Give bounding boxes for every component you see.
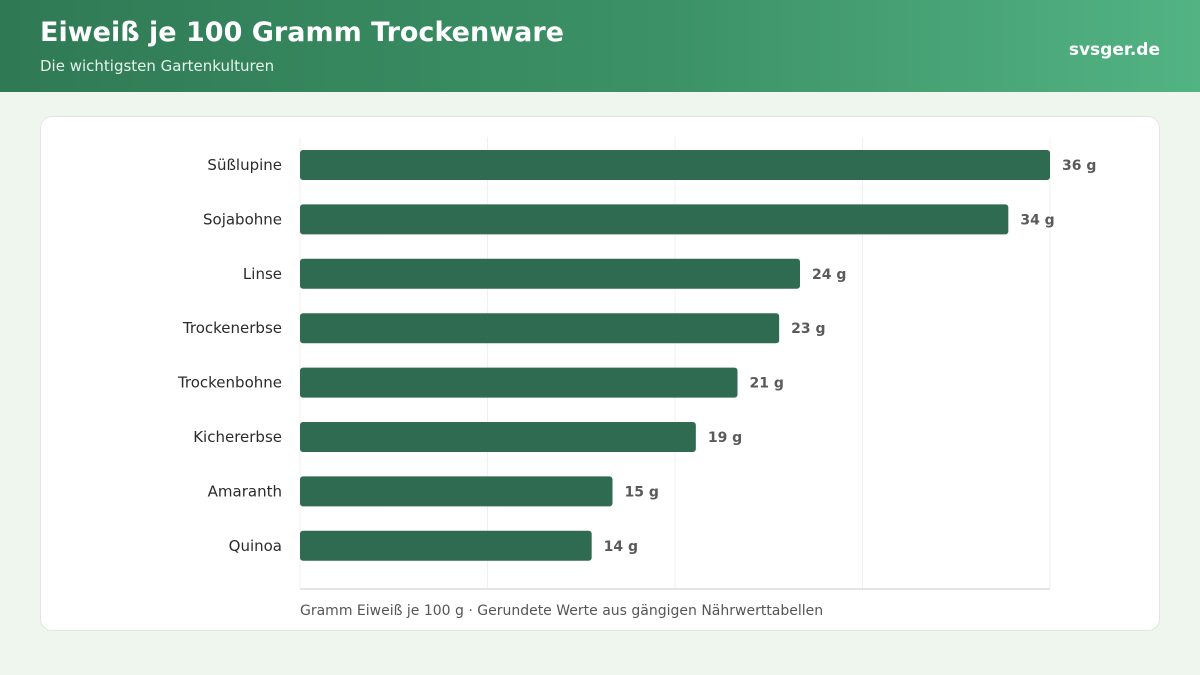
- category-label: Trockenbohne: [177, 374, 282, 392]
- bar: [300, 422, 696, 452]
- brand-label: svsger.de: [1068, 40, 1160, 60]
- value-label: 34 g: [1020, 212, 1054, 228]
- chart-footnote: Gramm Eiweiß je 100 g · Gerundete Werte …: [300, 603, 824, 619]
- category-label: Quinoa: [229, 537, 282, 555]
- category-label: Sojabohne: [203, 210, 282, 228]
- page-title: Eiweiß je 100 Gramm Trockenware: [40, 17, 564, 48]
- value-label: 23 g: [791, 321, 825, 337]
- bar: [300, 476, 613, 507]
- value-label: 21 g: [750, 376, 784, 392]
- value-label: 24 g: [812, 267, 846, 283]
- category-label: Amaranth: [208, 482, 282, 500]
- category-label: Linse: [243, 265, 282, 283]
- bar: [300, 204, 1009, 235]
- bar: [300, 313, 780, 344]
- category-label: Trockenerbse: [182, 319, 282, 337]
- bar: [300, 258, 800, 289]
- page-subtitle: Die wichtigsten Gartenkulturen: [40, 57, 275, 75]
- value-label: 14 g: [604, 539, 638, 555]
- category-label: Kichererbse: [193, 428, 282, 446]
- value-label: 15 g: [625, 484, 659, 500]
- bar: [300, 367, 738, 398]
- bar: [300, 530, 592, 561]
- category-label: Süßlupine: [207, 156, 282, 174]
- value-label: 36 g: [1062, 158, 1096, 174]
- bar: [300, 150, 1050, 180]
- value-label: 19 g: [708, 430, 742, 446]
- header-banner: Eiweiß je 100 Gramm Trockenware Die wich…: [0, 0, 1200, 92]
